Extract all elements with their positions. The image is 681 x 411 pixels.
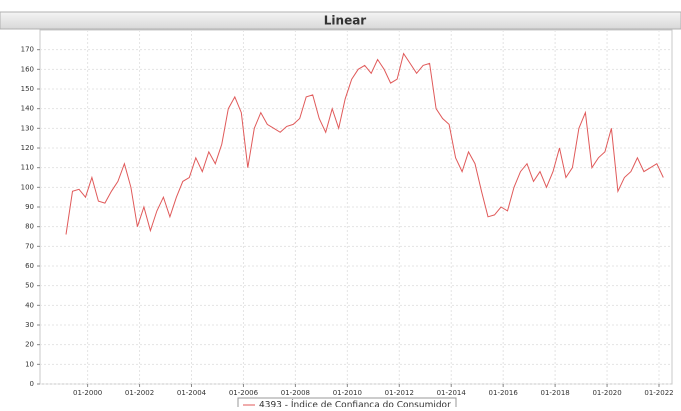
x-tick-label: 01-2002 [125,389,154,397]
y-tick-label: 130 [21,124,34,132]
x-tick-label: 01-2006 [229,389,259,397]
x-tick-label: 01-2004 [177,389,207,397]
x-tick-label: 01-2008 [281,389,310,397]
x-tick-label: 01-2014 [437,389,467,397]
y-tick-label: 60 [25,262,34,270]
y-tick-label: 80 [25,223,34,231]
y-tick-label: 40 [25,301,34,309]
x-tick-label: 01-2018 [540,389,569,397]
x-tick-label: 01-2016 [489,389,519,397]
y-tick-label: 100 [21,183,34,191]
y-tick-label: 120 [21,144,34,152]
x-tick-label: 01-2022 [644,389,673,397]
x-tick-label: 01-2020 [592,389,621,397]
y-tick-label: 70 [25,242,34,250]
chart-title: Linear [324,14,367,28]
x-tick-label: 01-2000 [73,389,102,397]
y-tick-label: 0 [30,380,34,388]
y-tick-label: 20 [25,341,34,349]
x-tick-label: 01-2010 [333,389,362,397]
y-tick-label: 50 [25,282,34,290]
legend-label: 4393 - Índice de Confiança do Consumidor [259,399,451,408]
y-tick-label: 90 [25,203,34,211]
y-tick-label: 170 [21,46,34,54]
y-tick-label: 110 [21,164,34,172]
y-tick-label: 10 [25,360,34,368]
y-tick-label: 30 [25,321,34,329]
y-tick-label: 140 [21,105,34,113]
y-tick-label: 150 [21,85,34,93]
y-tick-label: 160 [21,65,34,73]
series-line [65,52,664,235]
title-bar [0,11,681,30]
x-tick-label: 01-2012 [385,389,414,397]
